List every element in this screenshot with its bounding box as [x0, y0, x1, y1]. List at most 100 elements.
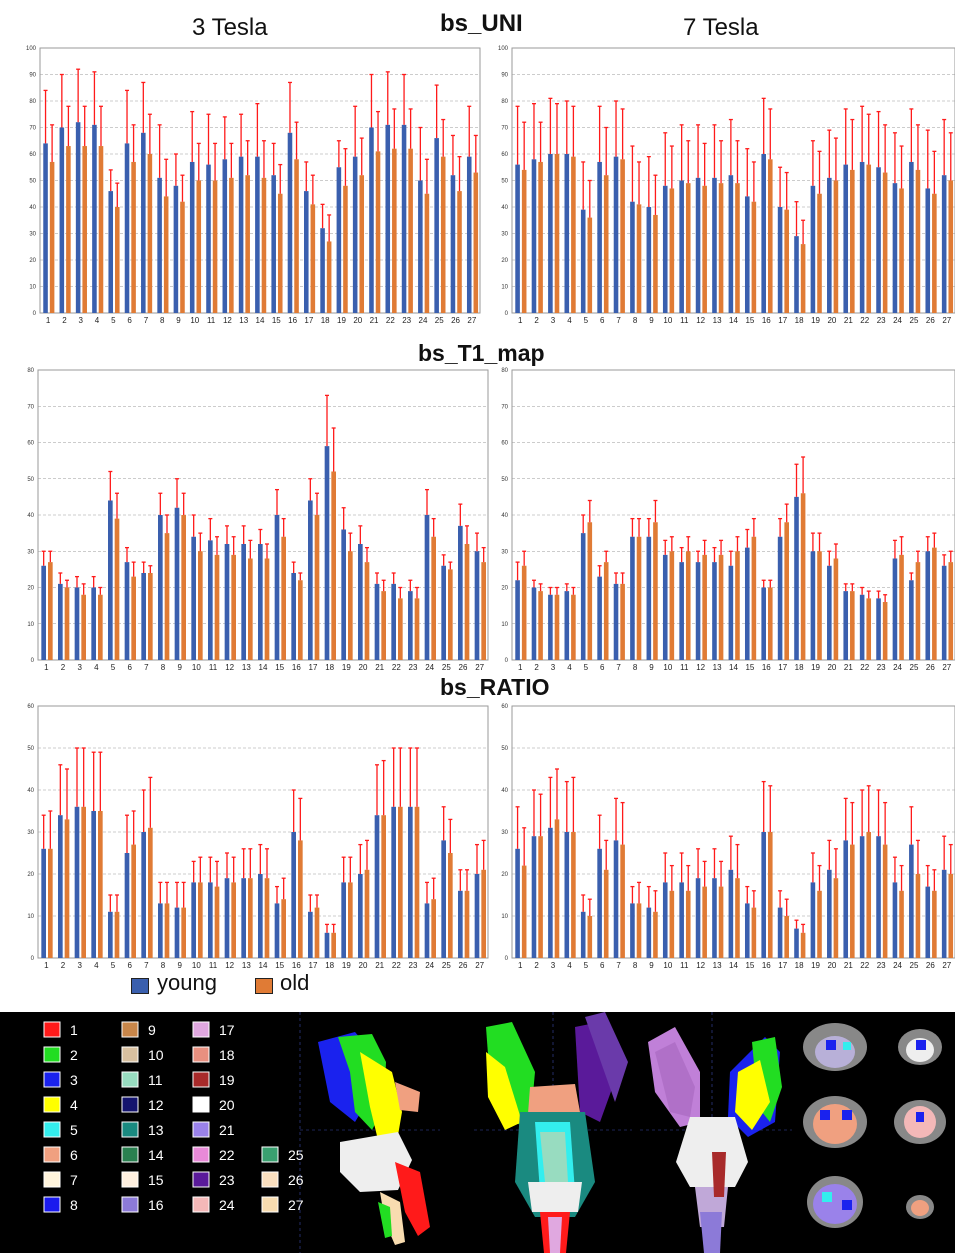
y-tick-label: 40 [501, 788, 508, 794]
y-tick-label: 20 [501, 258, 508, 264]
region-label: 2 [70, 1047, 78, 1063]
y-tick-label: 40 [501, 205, 508, 211]
x-tick-label: 8 [633, 316, 638, 325]
region-label: 23 [219, 1172, 235, 1188]
bar-young [909, 161, 914, 313]
bar-young [859, 594, 865, 660]
bar-old [669, 890, 675, 958]
x-tick-label: 10 [663, 961, 672, 970]
bar-old [408, 148, 413, 313]
region-label: 14 [148, 1147, 164, 1163]
x-tick-label: 14 [729, 663, 738, 672]
x-tick-label: 14 [259, 961, 268, 970]
bar-old [281, 536, 286, 660]
bar-old [603, 562, 609, 660]
bar-young [744, 196, 750, 313]
x-tick-label: 18 [795, 316, 804, 325]
x-tick-label: 2 [61, 961, 66, 970]
region-legend-item: 6 [43, 1146, 78, 1163]
bar-old [448, 853, 453, 958]
region-legend-item: 26 [261, 1171, 304, 1188]
bar-old [198, 551, 203, 660]
bar-old [331, 932, 336, 958]
x-tick-label: 13 [713, 316, 722, 325]
y-tick-label: 70 [29, 126, 36, 132]
region-legend-item: 4 [43, 1096, 78, 1113]
region-label: 18 [219, 1047, 235, 1063]
y-tick-label: 0 [31, 658, 35, 664]
bar-old [767, 832, 773, 958]
x-tick-label: 24 [425, 663, 434, 672]
region-legend-item: 27 [261, 1196, 304, 1213]
y-tick-label: 50 [27, 746, 34, 752]
bar-old [784, 522, 789, 660]
bar-old [817, 193, 822, 313]
x-tick-label: 22 [386, 316, 395, 325]
region-label: 12 [148, 1097, 164, 1113]
bar-young [324, 446, 330, 660]
region-legend-item: 12 [121, 1096, 164, 1113]
region-legend-item: 8 [43, 1196, 78, 1213]
bar-old [457, 191, 462, 313]
y-tick-label: 10 [27, 622, 34, 628]
bar-young [141, 573, 146, 660]
bar-young [531, 587, 537, 660]
bar-young [630, 903, 635, 958]
region-swatch [43, 1046, 61, 1063]
bar-young [291, 832, 296, 958]
region-label: 1 [70, 1022, 78, 1038]
bar-young [174, 907, 180, 958]
bar-young [58, 815, 63, 958]
x-tick-label: 24 [893, 961, 902, 970]
region-label: 22 [219, 1147, 235, 1163]
bar-young [613, 840, 619, 958]
y-tick-label: 40 [27, 513, 34, 519]
bar-old [48, 848, 53, 958]
region-legend-item: 24 [192, 1196, 235, 1213]
bar-old [653, 214, 658, 313]
x-tick-label: 25 [910, 316, 919, 325]
bar-young [341, 882, 346, 958]
bar-young [74, 587, 80, 660]
old-swatch [255, 978, 273, 994]
x-tick-label: 21 [844, 961, 853, 970]
bar-old [98, 594, 103, 660]
bar-old [620, 844, 625, 958]
y-tick-label: 30 [501, 549, 508, 555]
x-tick-label: 3 [551, 961, 556, 970]
bar-young [531, 159, 537, 313]
bar-young [434, 138, 439, 313]
y-tick-label: 40 [501, 513, 508, 519]
bar-young [224, 878, 230, 958]
x-tick-label: 1 [518, 961, 523, 970]
region-legend-item: 2 [43, 1046, 78, 1063]
bar-young [515, 848, 520, 958]
bar-young [341, 529, 346, 660]
y-tick-label: 30 [501, 830, 508, 836]
bar-old [348, 882, 353, 958]
bar-old [277, 193, 283, 313]
x-tick-label: 3 [77, 961, 82, 970]
bar-old [198, 882, 203, 958]
region-label: 13 [148, 1122, 164, 1138]
bar-old [481, 869, 486, 958]
x-tick-label: 6 [127, 961, 132, 970]
bar-young [108, 500, 113, 660]
bar-young [679, 882, 684, 958]
x-tick-label: 20 [359, 961, 368, 970]
bar-old [833, 180, 839, 313]
x-tick-label: 21 [375, 961, 384, 970]
bar-old [718, 183, 724, 313]
bar-old [115, 207, 120, 313]
region-swatch [121, 1146, 139, 1163]
column-title-7t: 7 Tesla [683, 14, 759, 41]
brainstem-render-dorsal [640, 1012, 792, 1253]
x-tick-label: 20 [827, 961, 836, 970]
bar-young [241, 878, 246, 958]
bar-young [124, 143, 130, 313]
x-tick-label: 16 [292, 663, 301, 672]
bar-young [876, 598, 881, 660]
bar-young [925, 551, 931, 660]
bar-young [92, 124, 97, 313]
